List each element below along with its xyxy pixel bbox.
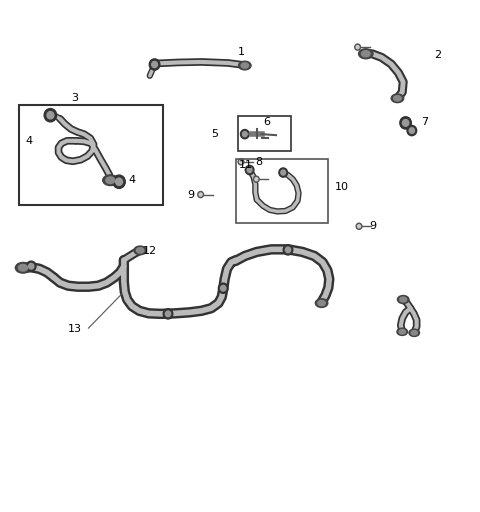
- Text: 10: 10: [335, 182, 349, 192]
- Circle shape: [113, 175, 125, 188]
- Circle shape: [165, 311, 171, 316]
- Circle shape: [26, 261, 36, 271]
- Bar: [236, 159, 328, 223]
- Circle shape: [163, 309, 173, 319]
- Circle shape: [281, 170, 286, 175]
- Circle shape: [279, 168, 288, 177]
- Text: 11: 11: [239, 160, 253, 170]
- Ellipse shape: [106, 177, 115, 183]
- Ellipse shape: [397, 328, 408, 335]
- Text: 2: 2: [434, 50, 442, 60]
- Circle shape: [358, 225, 360, 228]
- Circle shape: [400, 117, 411, 129]
- Text: 4: 4: [26, 136, 33, 146]
- Circle shape: [240, 130, 249, 139]
- Ellipse shape: [391, 94, 404, 102]
- Ellipse shape: [399, 330, 406, 334]
- Text: 3: 3: [71, 93, 78, 103]
- Ellipse shape: [394, 96, 401, 101]
- Circle shape: [47, 112, 54, 119]
- Text: 1: 1: [238, 47, 245, 57]
- Circle shape: [409, 128, 414, 133]
- Circle shape: [218, 283, 228, 293]
- Ellipse shape: [15, 263, 31, 273]
- Bar: [238, 116, 291, 151]
- Bar: [19, 105, 163, 205]
- Circle shape: [199, 193, 202, 196]
- Text: 6: 6: [263, 117, 270, 127]
- Circle shape: [402, 119, 409, 126]
- Text: 9: 9: [187, 189, 194, 200]
- Ellipse shape: [397, 295, 409, 304]
- Circle shape: [152, 61, 157, 68]
- Circle shape: [29, 263, 34, 269]
- Ellipse shape: [411, 331, 418, 335]
- Ellipse shape: [400, 297, 407, 302]
- Ellipse shape: [318, 301, 325, 306]
- Text: 13: 13: [68, 324, 82, 334]
- Ellipse shape: [315, 299, 328, 307]
- Ellipse shape: [241, 63, 249, 68]
- Ellipse shape: [359, 49, 373, 59]
- Circle shape: [283, 245, 293, 255]
- Circle shape: [356, 46, 359, 49]
- Ellipse shape: [136, 248, 144, 253]
- Circle shape: [356, 223, 362, 229]
- Ellipse shape: [18, 265, 28, 271]
- Text: 9: 9: [370, 221, 377, 231]
- Text: 12: 12: [143, 246, 157, 256]
- Circle shape: [198, 191, 204, 198]
- Circle shape: [247, 167, 252, 173]
- Circle shape: [116, 178, 122, 185]
- Ellipse shape: [361, 51, 370, 57]
- Circle shape: [149, 59, 160, 70]
- Text: 8: 8: [255, 157, 263, 167]
- Circle shape: [355, 44, 360, 50]
- Text: 5: 5: [211, 129, 218, 139]
- Ellipse shape: [239, 61, 251, 70]
- Ellipse shape: [134, 246, 146, 254]
- Circle shape: [245, 165, 254, 175]
- Text: 7: 7: [421, 117, 428, 127]
- Circle shape: [240, 160, 242, 163]
- Circle shape: [285, 247, 290, 253]
- Circle shape: [221, 286, 226, 291]
- Circle shape: [255, 178, 258, 181]
- Circle shape: [407, 125, 417, 136]
- Circle shape: [44, 109, 57, 122]
- Ellipse shape: [409, 329, 420, 336]
- Circle shape: [242, 132, 247, 137]
- Text: 4: 4: [129, 175, 136, 185]
- Circle shape: [253, 176, 259, 182]
- Ellipse shape: [103, 175, 118, 185]
- Circle shape: [238, 159, 244, 165]
